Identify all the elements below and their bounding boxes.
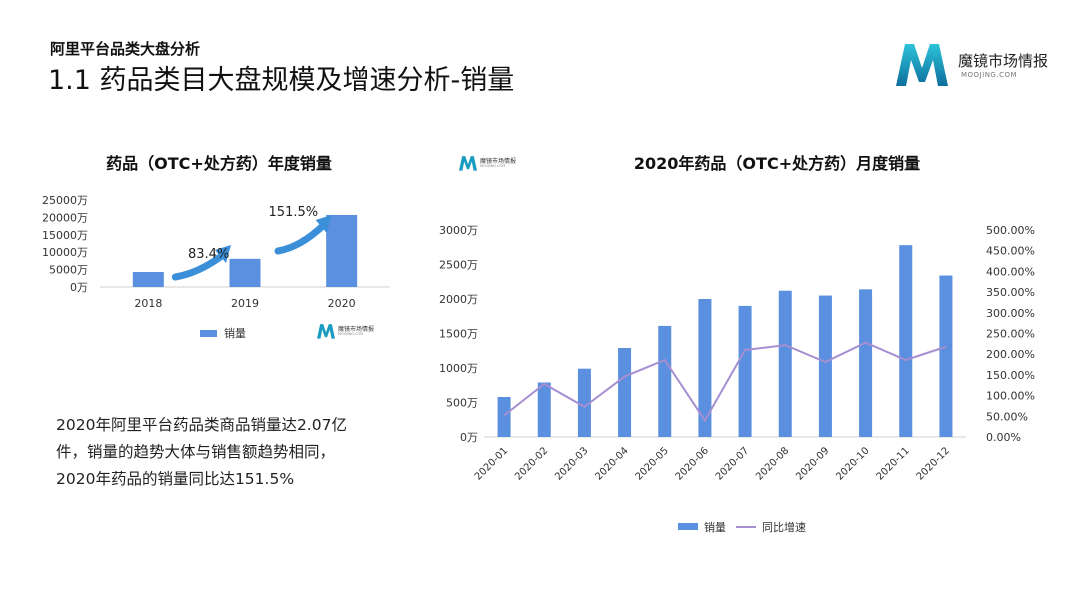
monthly-chart-title: 2020年药品（OTC+处方药）月度销量 [633, 154, 921, 173]
y-tick-label: 20000万 [42, 211, 88, 224]
summary-line: 2020年药品的销量同比达151.5% [56, 470, 295, 488]
bar [698, 299, 712, 437]
y2-tick-label: 100.00% [986, 390, 1035, 403]
x-tick-label: 2020-08 [754, 445, 791, 482]
y-tick-label: 3000万 [439, 224, 478, 237]
x-tick-label: 2018 [134, 297, 162, 310]
chart-watermark-logo-right: 魔镜市场情报 MOOJING.COM [458, 154, 538, 174]
brand-name: 魔镜市场情报 [958, 52, 1049, 70]
legend-swatch [200, 330, 217, 337]
bar [899, 245, 913, 437]
bar [818, 295, 832, 437]
watermark-brand-name: 魔镜市场情报 [338, 326, 375, 333]
annual-sales-chart: 0万 5000万 10000万 15000万 20000万 25000万 2018 2019 2… [42, 194, 390, 340]
x-tick-label: 2020-10 [834, 445, 871, 482]
y-tick-label: 5000万 [49, 264, 88, 277]
summary-line: 2020年阿里平台药品类商品销量达2.07亿 [56, 416, 347, 434]
section-subtitle: 阿里平台品类大盘分析 [50, 40, 201, 58]
chart-watermark-logo: 魔镜市场情报 MOOJING.COM [316, 322, 396, 342]
moojing-watermark-icon [459, 156, 477, 171]
x-tick-label: 2020-02 [513, 445, 550, 482]
x-tick-label: 2020-12 [915, 445, 952, 482]
yoy-growth-line [503, 341, 947, 423]
legend-label: 销量 [224, 326, 246, 340]
watermark-brand-url: MOOJING.COM [338, 332, 364, 336]
y-tick-label: 15000万 [42, 229, 88, 242]
bar [577, 368, 591, 437]
bar [229, 258, 261, 287]
y-tick-label: 0万 [460, 431, 478, 444]
bar [939, 275, 953, 437]
growth-arrow-shaft [171, 251, 227, 281]
annual-chart-title: 药品（OTC+处方药）年度销量 [106, 154, 332, 173]
monthly-sales-chart: 0万 500万 1000万 1500万 2000万 2500万 3000万 0.00% 50.0… [439, 224, 1035, 534]
brand-url: MOOJING.COM [961, 71, 1018, 79]
x-tick-label: 2020-05 [634, 445, 671, 482]
bar [132, 272, 164, 287]
y-tick-label: 1000万 [439, 362, 478, 375]
legend-label: 同比增速 [762, 520, 806, 534]
x-tick-label: 2020-06 [674, 445, 711, 482]
summary-line: 件，销量的趋势大体与销售额趋势相同， [56, 443, 336, 461]
bar [658, 325, 672, 437]
growth-arrow-head [315, 215, 332, 233]
bar [618, 347, 632, 437]
watermark-brand-name: 魔镜市场情报 [480, 158, 517, 165]
y2-tick-label: 450.00% [986, 245, 1035, 258]
y-tick-label: 2000万 [439, 293, 478, 306]
y-tick-label: 0万 [70, 281, 88, 294]
bar [738, 305, 752, 437]
y2-tick-label: 0.00% [986, 431, 1021, 444]
bar [859, 289, 873, 437]
y-tick-label: 10000万 [42, 246, 88, 259]
y2-tick-label: 250.00% [986, 328, 1035, 341]
bar [326, 214, 358, 287]
growth-arrow-shaft [274, 221, 328, 255]
growth-arrow-head [215, 245, 231, 263]
y2-tick-label: 500.00% [986, 224, 1035, 237]
y2-tick-label: 350.00% [986, 286, 1035, 299]
bar [778, 290, 792, 437]
y-tick-label: 1500万 [439, 328, 478, 341]
y2-tick-label: 150.00% [986, 369, 1035, 382]
x-tick-label: 2020 [328, 297, 356, 310]
x-tick-label: 2020-04 [593, 445, 630, 482]
y-tick-label: 25000万 [42, 194, 88, 207]
page-title: 1.1 药品类目大盘规模及增速分析-销量 [48, 65, 515, 96]
x-tick-label: 2020-11 [875, 445, 912, 482]
x-tick-label: 2020-09 [794, 445, 831, 482]
moojing-watermark-icon [317, 324, 335, 339]
summary-paragraph: 2020年阿里平台药品类商品销量达2.07亿 件，销量的趋势大体与销售额趋势相同… [56, 412, 386, 493]
y2-tick-label: 50.00% [986, 410, 1028, 423]
bar [497, 396, 511, 437]
x-tick-label: 2019 [231, 297, 259, 310]
watermark-brand-url: MOOJING.COM [480, 164, 506, 168]
legend-swatch-bar [678, 523, 698, 530]
growth-rate-label: 83.4% [188, 247, 229, 262]
y-tick-label: 500万 [446, 397, 478, 410]
y2-tick-label: 400.00% [986, 265, 1035, 278]
growth-rate-label: 151.5% [269, 205, 319, 220]
x-tick-label: 2020-07 [714, 445, 751, 482]
y2-tick-label: 200.00% [986, 348, 1035, 361]
y2-tick-label: 300.00% [986, 307, 1035, 320]
moojing-logo-icon [896, 44, 948, 86]
bar [537, 382, 551, 437]
legend-label: 销量 [704, 520, 726, 534]
x-tick-label: 2020-03 [553, 445, 590, 482]
y-tick-label: 2500万 [439, 259, 478, 272]
x-tick-label: 2020-01 [473, 445, 510, 482]
